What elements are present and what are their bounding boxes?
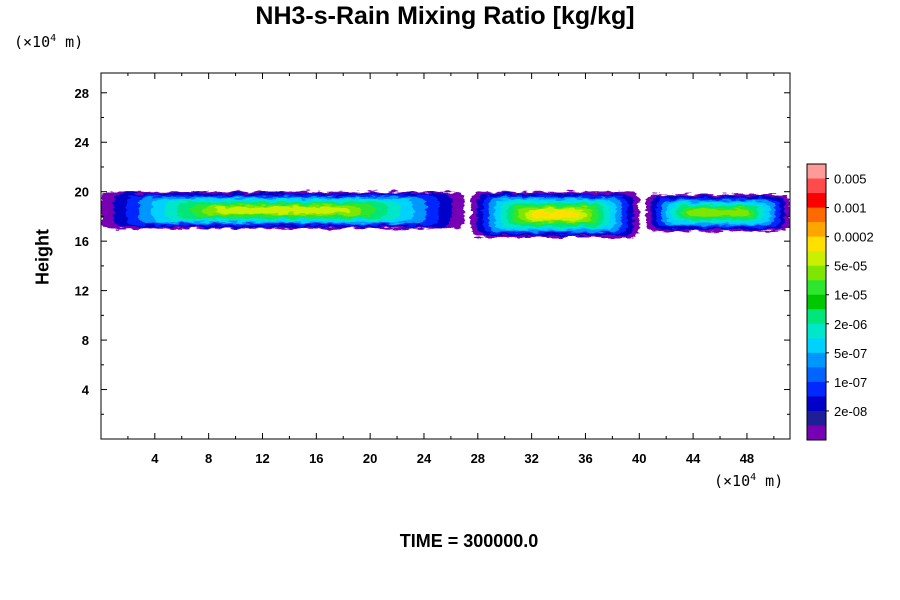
colorbar-label: 2e-06: [834, 317, 867, 332]
colorbar-swatch: [807, 381, 826, 397]
contour-level: [686, 209, 750, 217]
colorbar-label: 0.001: [834, 201, 867, 216]
y-tick-label: 28: [75, 86, 89, 101]
x-tick-label: 48: [740, 451, 754, 466]
y-tick-label: 20: [75, 185, 89, 200]
colorbar-swatch: [807, 425, 826, 441]
colorbar-label: 1e-05: [834, 288, 867, 303]
colorbar-swatch: [807, 410, 826, 426]
colorbar-swatch: [807, 193, 826, 209]
x-tick-label: 40: [632, 451, 646, 466]
x-tick-label: 20: [363, 451, 377, 466]
colorbar-label: 1e-07: [834, 375, 867, 390]
colorbar-swatch: [807, 236, 826, 252]
x-tick-label: 4: [151, 451, 159, 466]
x-tick-label: 8: [205, 451, 212, 466]
colorbar-swatch: [807, 352, 826, 368]
y-tick-label: 4: [82, 383, 90, 398]
colorbar-swatch: [807, 164, 826, 180]
x-unit-suffix: m): [756, 472, 784, 490]
colorbar-label: 5e-05: [834, 259, 867, 274]
x-unit-prefix: (×10: [714, 472, 751, 490]
y-unit-prefix: (×10: [14, 33, 51, 51]
plot-area: [101, 191, 790, 238]
y-tick-label: 12: [75, 284, 89, 299]
y-axis-unit: (×104 m): [14, 33, 83, 51]
x-tick-label: 24: [417, 451, 432, 466]
colorbar-swatch: [807, 178, 826, 194]
colorbar-swatch: [807, 280, 826, 296]
contour-band: [101, 191, 465, 229]
colorbar-swatch: [807, 309, 826, 325]
colorbar-swatch: [807, 396, 826, 412]
contour-band: [471, 191, 640, 238]
contour-level: [529, 210, 581, 219]
colorbar-label: 5e-07: [834, 346, 867, 361]
x-tick-label: 36: [578, 451, 592, 466]
colorbar-swatch: [807, 323, 826, 339]
y-tick-label: 16: [75, 234, 89, 249]
x-unit-exponent: 4: [750, 472, 757, 483]
colorbar: 0.005 0.001 0.0002 5e-05 1e-05 2e-06 5e-07 1e-0…: [806, 163, 874, 441]
colorbar-swatch: [807, 222, 826, 238]
colorbar-label: 0.0002: [834, 230, 874, 245]
x-tick-label: 16: [309, 451, 323, 466]
x-tick-label: 44: [686, 451, 701, 466]
colorbar-frame: [806, 163, 827, 441]
x-tick-label: 32: [524, 451, 538, 466]
colorbar-swatch: [807, 338, 826, 354]
y-tick-label: 24: [75, 135, 90, 150]
colorbar-swatch: [807, 265, 826, 281]
colorbar-label: 2e-08: [834, 404, 867, 419]
plot-frame: [100, 72, 791, 440]
contour-band: [646, 194, 790, 232]
x-tick-label: 12: [255, 451, 269, 466]
time-label: TIME = 300000.0: [399, 531, 539, 551]
contour-level: [215, 207, 350, 214]
colorbar-swatch: [807, 207, 826, 223]
y-tick-label: 8: [82, 333, 89, 348]
x-axis-unit: (×104 m): [714, 472, 783, 490]
colorbar-swatch: [807, 367, 826, 383]
y-unit-suffix: m): [56, 33, 84, 51]
colorbar-label: 0.005: [834, 172, 867, 187]
chart-title: NH3-s-Rain Mixing Ratio [kg/kg]: [255, 2, 635, 30]
colorbar-swatch: [807, 251, 826, 267]
x-tick-label: 28: [471, 451, 485, 466]
y-unit-exponent: 4: [50, 33, 57, 44]
colorbar-swatch: [807, 294, 826, 310]
